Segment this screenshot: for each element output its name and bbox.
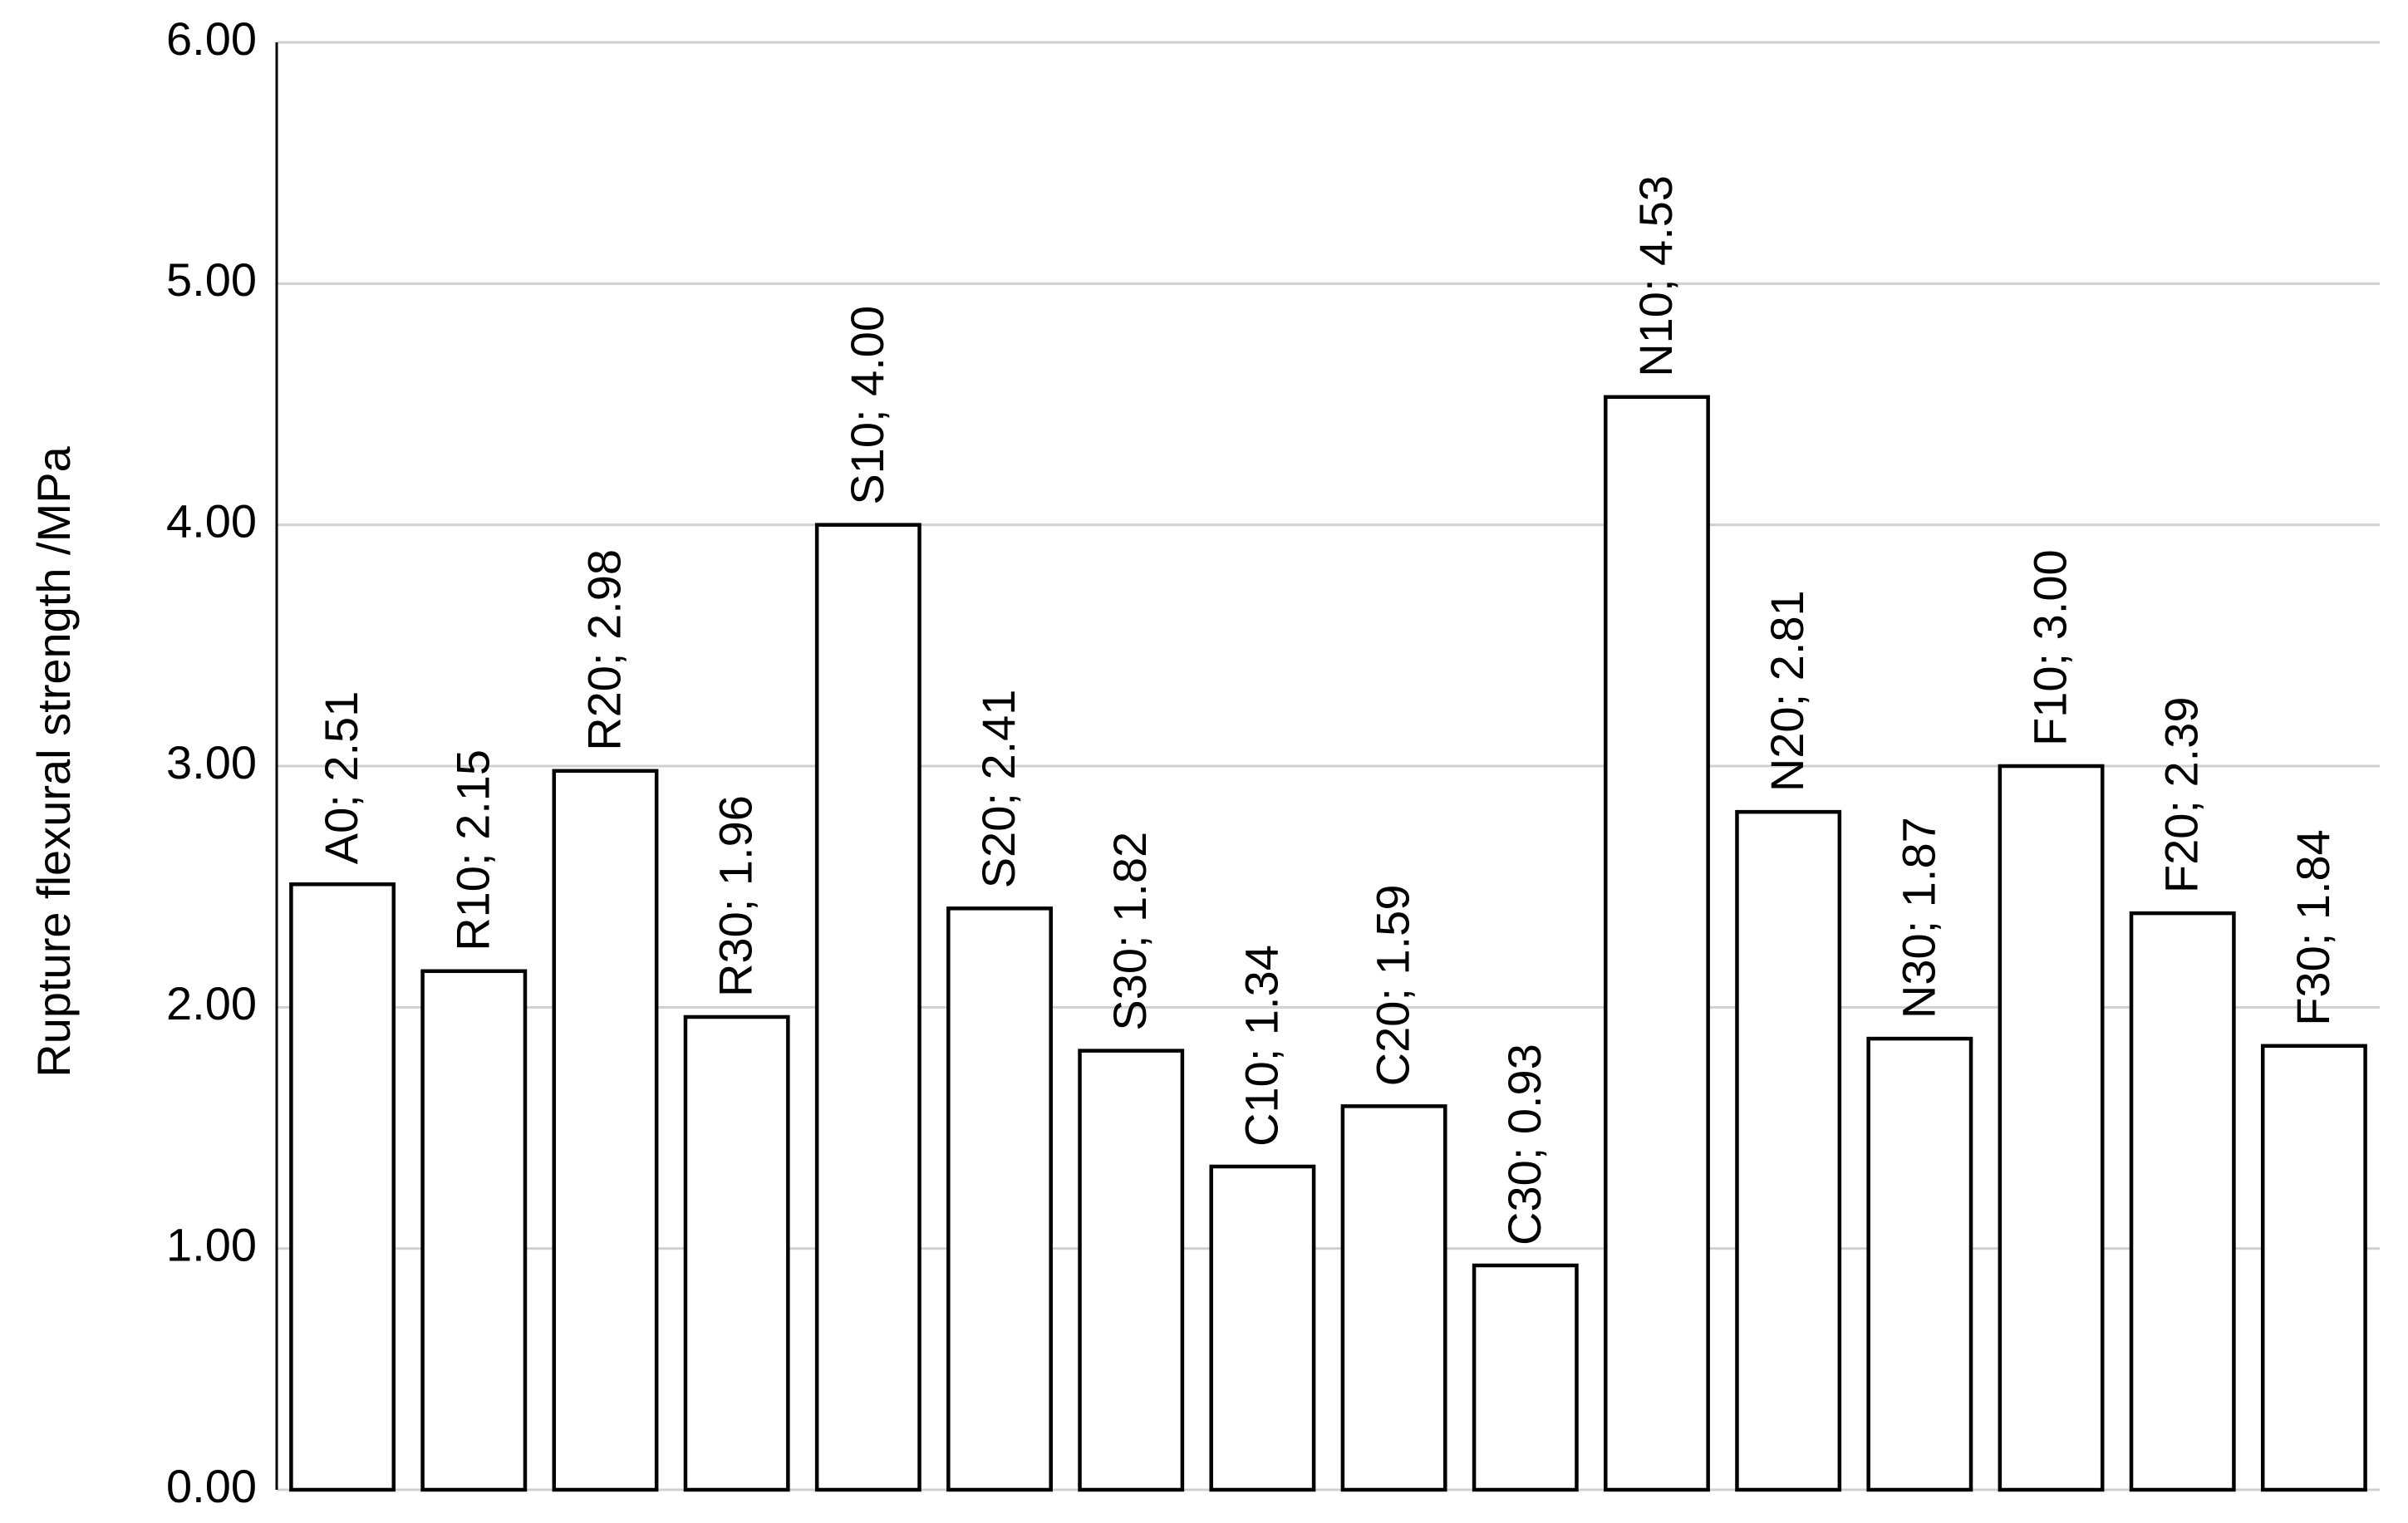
bar (420, 969, 528, 1492)
bar (1998, 764, 2105, 1492)
bar (289, 882, 396, 1492)
bar (1472, 1263, 1579, 1492)
bar (683, 1015, 790, 1492)
bar (1866, 1036, 1973, 1492)
data-label: F20; 2.39 (2155, 696, 2208, 893)
y-tick-label: 4.00 (166, 494, 257, 547)
data-label: N20; 2.81 (1761, 590, 1813, 792)
y-tick-label: 2.00 (166, 977, 257, 1029)
data-label: F10; 3.00 (2024, 549, 2076, 746)
data-label: S30; 1.82 (1103, 832, 1156, 1031)
data-label: S10; 4.00 (841, 306, 893, 505)
data-label: R20; 2.98 (577, 549, 630, 751)
data-label: C20; 1.59 (1367, 885, 1419, 1087)
y-tick-label: 0.00 (166, 1460, 257, 1512)
bar (2129, 911, 2236, 1492)
bar (1735, 809, 1842, 1492)
bar (1340, 1104, 1447, 1492)
y-tick-label: 3.00 (166, 736, 257, 789)
data-label: C10; 1.34 (1235, 945, 1287, 1147)
data-label: R30; 1.96 (710, 795, 762, 997)
y-tick-label: 5.00 (166, 253, 257, 306)
bar (946, 906, 1053, 1492)
data-label: F30; 1.84 (2287, 829, 2339, 1026)
data-label: C30; 0.93 (1498, 1044, 1550, 1245)
bar (2260, 1044, 2367, 1492)
bar (1078, 1049, 1185, 1492)
data-label: A0; 2.51 (315, 691, 367, 865)
bar (552, 769, 659, 1492)
y-tick-label: 6.00 (166, 12, 257, 65)
data-label: N10; 4.53 (1629, 175, 1682, 377)
bar (1604, 395, 1710, 1492)
data-label: S20; 2.41 (972, 690, 1025, 889)
y-tick-label: 1.00 (166, 1218, 257, 1270)
bar (814, 523, 921, 1492)
data-label: N30; 1.87 (1892, 817, 1944, 1019)
bar (1209, 1164, 1316, 1492)
data-label: R10; 2.15 (446, 749, 499, 951)
y-axis-label: Rupture flexural strength /MPa (27, 445, 80, 1077)
